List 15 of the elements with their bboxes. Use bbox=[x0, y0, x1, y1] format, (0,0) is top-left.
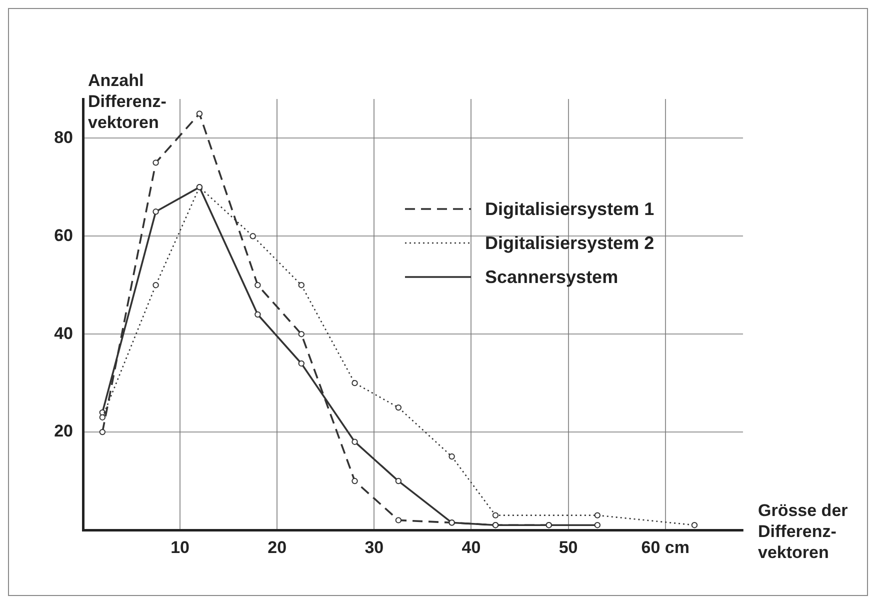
x-tick-label: 60 cm bbox=[641, 538, 690, 557]
x-tick-label: 10 bbox=[170, 538, 190, 557]
legend-label: Digitalisiersystem 2 bbox=[485, 232, 654, 254]
legend-label: Scannersystem bbox=[485, 266, 618, 288]
y-tick-label: 60 bbox=[54, 226, 73, 245]
x-tick-label: 20 bbox=[268, 538, 287, 557]
x-tick-label: 30 bbox=[364, 538, 384, 557]
y-tick-label: 40 bbox=[54, 324, 73, 343]
y-tick-label: 80 bbox=[54, 128, 73, 147]
y-axis-title: Anzahl Differenz- vektoren bbox=[88, 70, 166, 133]
y-tick-label: 20 bbox=[54, 422, 73, 441]
legend-label: Digitalisiersystem 1 bbox=[485, 198, 654, 220]
x-tick-label: 40 bbox=[462, 538, 481, 557]
x-tick-label: 50 bbox=[558, 538, 578, 557]
x-axis-title: Grösse der Differenz- vektoren bbox=[758, 500, 848, 563]
